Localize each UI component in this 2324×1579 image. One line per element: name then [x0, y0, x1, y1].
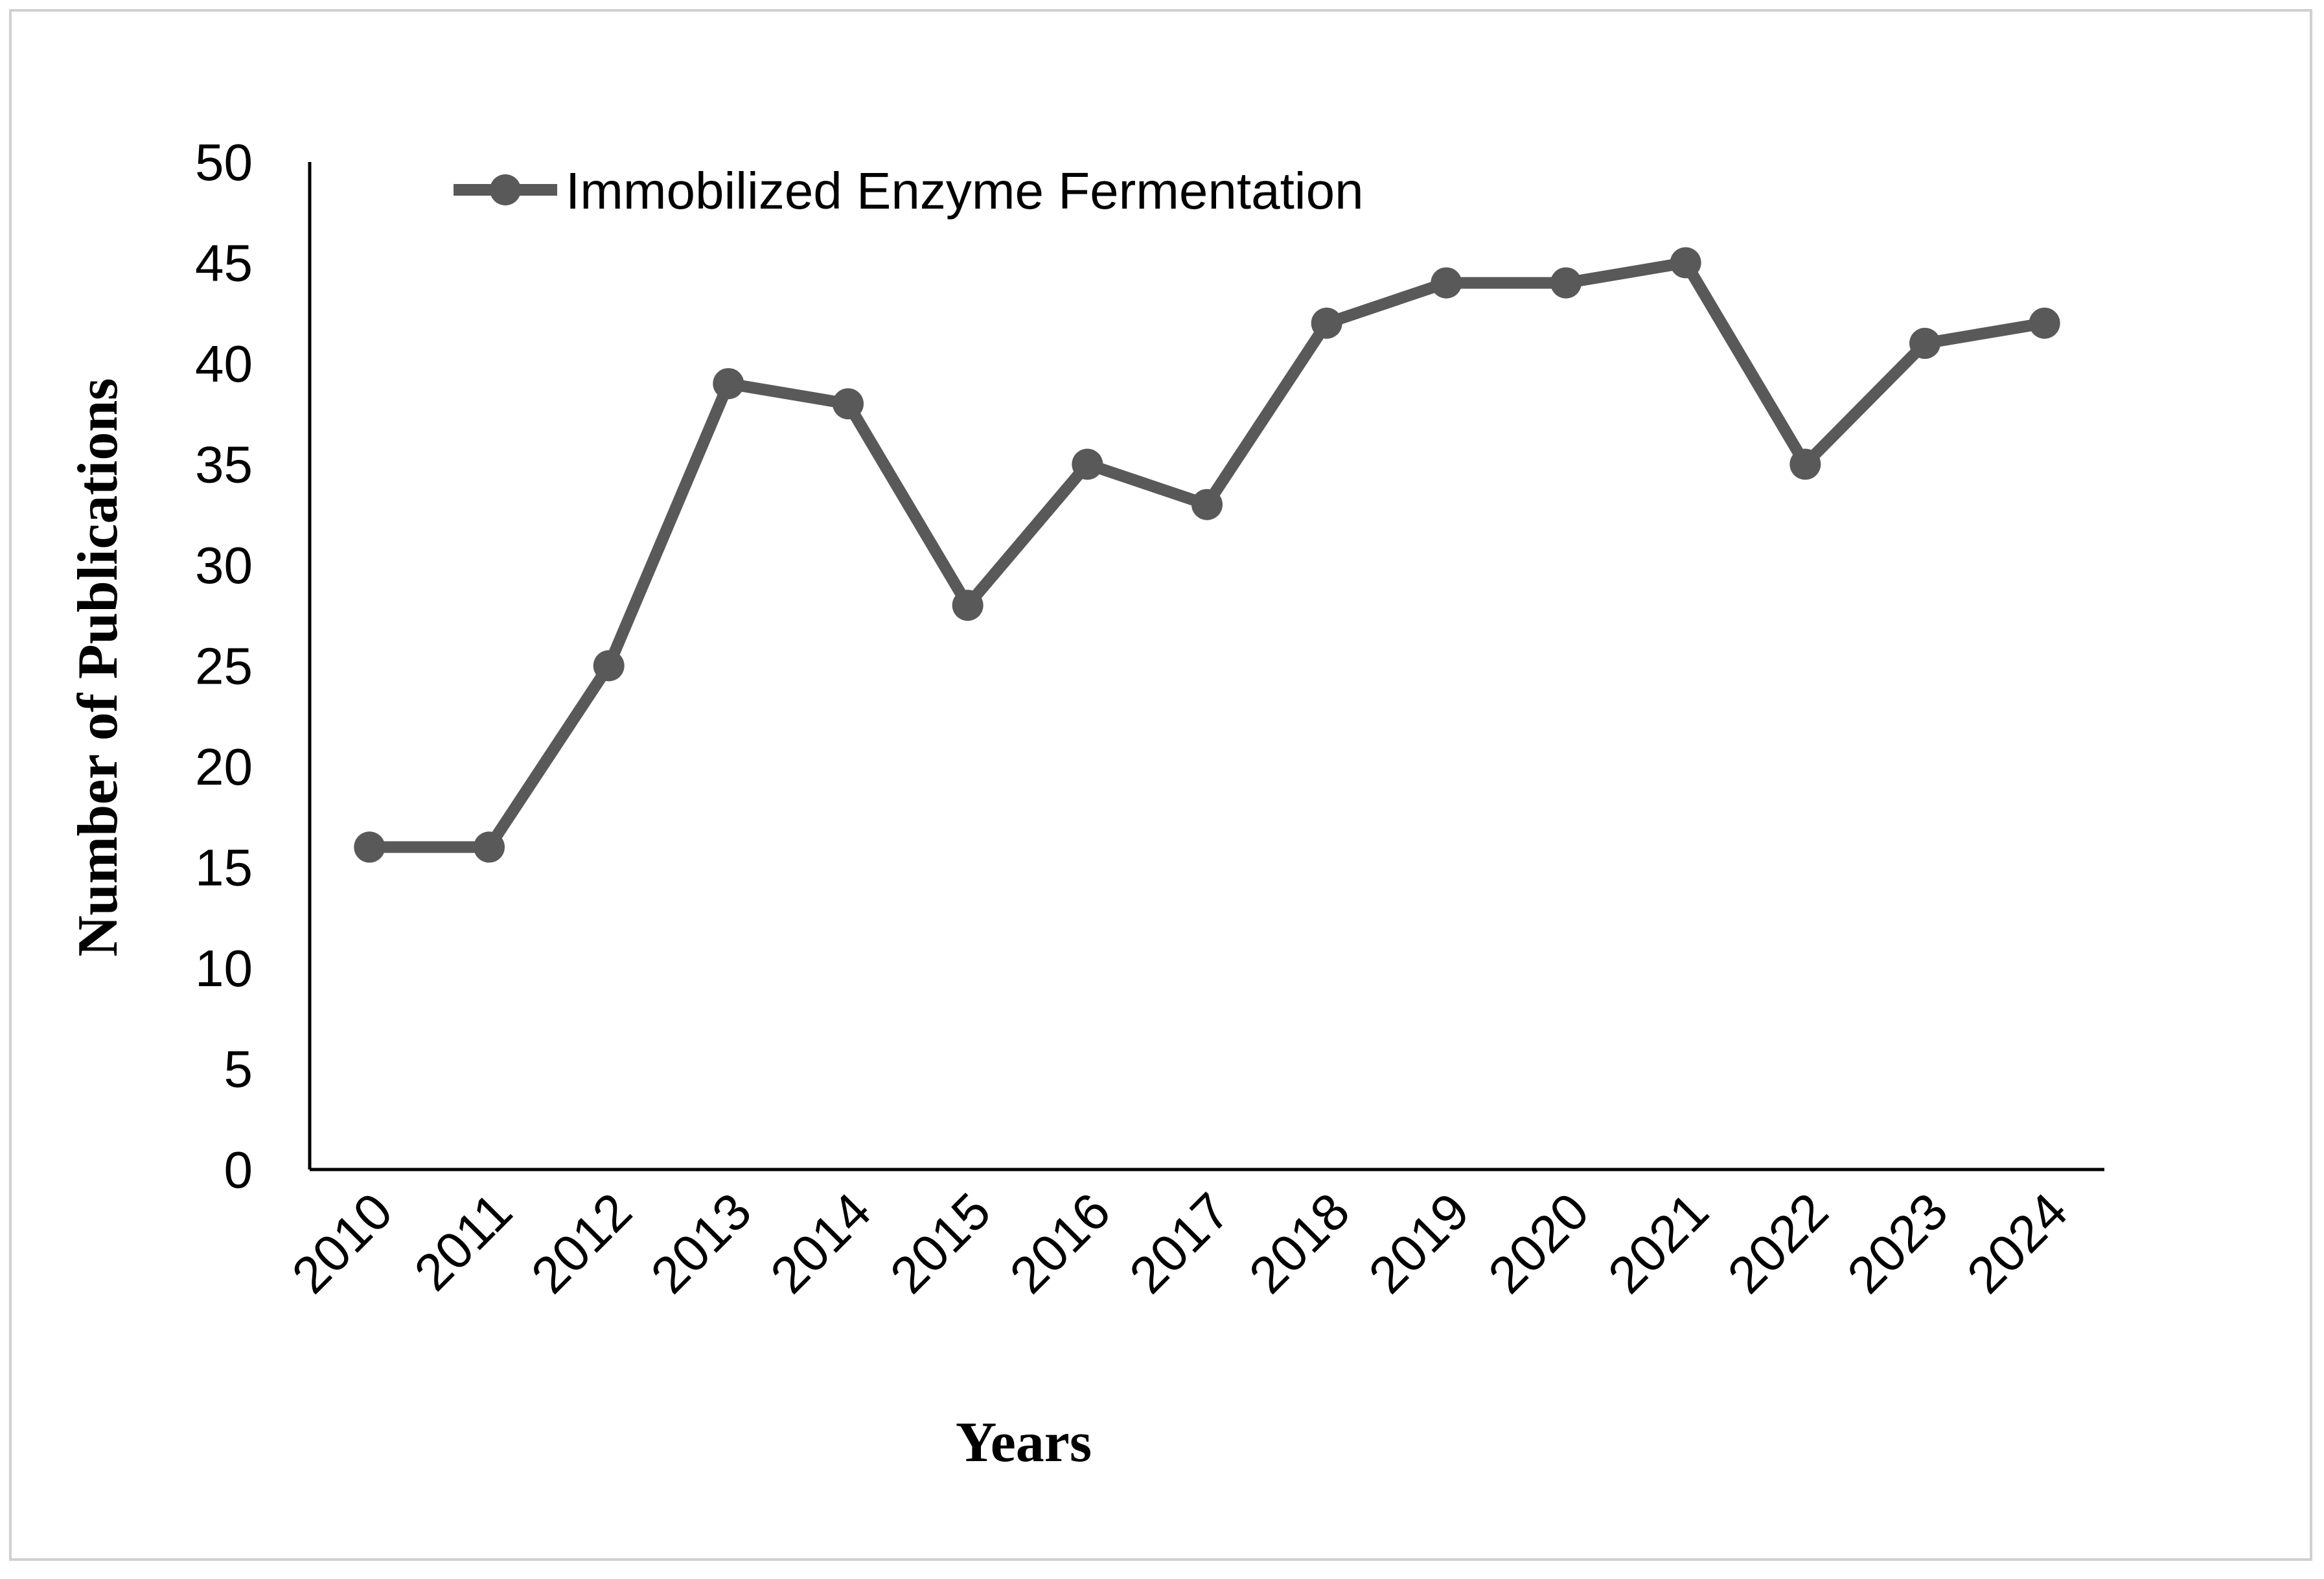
data-point [1072, 448, 1103, 480]
y-axis-title: Number of Publications [67, 378, 130, 956]
series-layer [354, 247, 2060, 863]
legend-label: Immobilized Enzyme Fermentation [566, 162, 1364, 220]
y-tick-label: 45 [195, 235, 253, 292]
data-point [1550, 267, 1582, 299]
x-tick-label: 2012 [520, 1182, 643, 1304]
y-tick-label: 50 [195, 133, 253, 191]
y-axis-ticks: 0 5 10 15 20 25 30 35 40 45 50 [195, 133, 253, 1199]
y-tick-label: 5 [224, 1041, 253, 1098]
x-tick-label: 2014 [759, 1182, 882, 1304]
data-point [2029, 307, 2060, 339]
x-tick-label: 2022 [1717, 1182, 1839, 1304]
x-tick-label: 2019 [1358, 1182, 1480, 1304]
x-tick-label: 2011 [403, 1182, 523, 1302]
x-tick-label: 2018 [1238, 1182, 1361, 1304]
data-point [354, 831, 385, 863]
y-tick-label: 20 [195, 738, 253, 796]
x-tick-label: 2016 [999, 1182, 1122, 1304]
data-point [1909, 327, 1940, 359]
x-tick-label: 2023 [1836, 1182, 1959, 1304]
data-point [1789, 448, 1821, 480]
x-tick-label: 2010 [281, 1182, 404, 1304]
data-point [474, 831, 505, 863]
data-point [952, 590, 984, 621]
data-point [593, 650, 625, 682]
y-tick-label: 10 [195, 939, 253, 997]
legend-marker-swatch [490, 174, 521, 205]
y-tick-label: 35 [195, 436, 253, 494]
series-line [363, 257, 2051, 853]
x-axis-ticks: 2010 201120122013201420152016201720182019… [281, 1182, 2078, 1304]
y-tick-label: 40 [195, 335, 253, 393]
x-tick-label: 2024 [1956, 1182, 2078, 1304]
y-tick-label: 25 [195, 638, 253, 695]
y-tick-label: 15 [195, 839, 253, 897]
legend: Immobilized Enzyme Fermentation [454, 162, 1364, 220]
data-point [1431, 267, 1462, 299]
data-point [1311, 307, 1342, 339]
x-tick-label: 2013 [640, 1182, 763, 1304]
x-axis-title: Years [956, 1411, 1092, 1474]
x-tick-label: 2020 [1477, 1182, 1600, 1304]
data-point [833, 388, 864, 420]
data-point [1191, 489, 1223, 520]
x-tick-label: 2017 [1118, 1182, 1241, 1304]
figure-frame [9, 9, 2312, 1561]
x-tick-label: 2015 [879, 1182, 1002, 1304]
x-tick-label: 2021 [1597, 1182, 1720, 1304]
data-point [1670, 247, 1701, 279]
y-tick-label: 0 [224, 1141, 253, 1199]
data-point [713, 368, 744, 400]
y-tick-label: 30 [195, 536, 253, 594]
